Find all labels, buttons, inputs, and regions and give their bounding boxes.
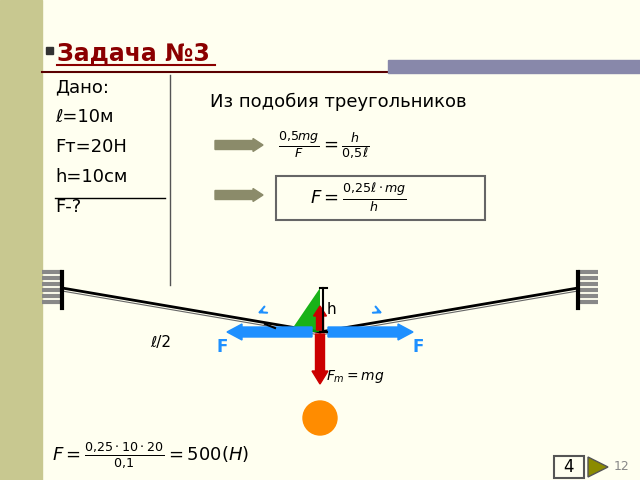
Text: 12: 12 xyxy=(614,460,630,473)
FancyArrow shape xyxy=(227,324,312,340)
FancyBboxPatch shape xyxy=(554,456,584,478)
Bar xyxy=(46,47,53,54)
FancyArrow shape xyxy=(314,306,326,330)
Bar xyxy=(0,0,42,480)
Text: F: F xyxy=(217,338,228,356)
Text: F-?: F-? xyxy=(55,198,81,216)
Text: h=10см: h=10см xyxy=(55,168,127,186)
Text: $\frac{0{,}5mg}{F} = \frac{h}{0{,}5\ell}$: $\frac{0{,}5mg}{F} = \frac{h}{0{,}5\ell}… xyxy=(278,130,369,161)
Text: Задача №3: Задача №3 xyxy=(57,41,210,65)
Text: Из подобия треугольников: Из подобия треугольников xyxy=(210,93,467,111)
FancyBboxPatch shape xyxy=(276,176,485,220)
FancyArrow shape xyxy=(215,189,263,202)
FancyArrow shape xyxy=(215,139,263,152)
Text: ℓ/2: ℓ/2 xyxy=(150,335,171,349)
Text: ℓ=10м: ℓ=10м xyxy=(55,108,113,126)
Text: F: F xyxy=(413,338,424,356)
Bar xyxy=(388,60,640,73)
Text: $F = \frac{0{,}25\ell \cdot mg}{h}$: $F = \frac{0{,}25\ell \cdot mg}{h}$ xyxy=(310,181,407,215)
FancyArrow shape xyxy=(312,334,328,384)
Text: $F = \frac{0{,}25 \cdot 10 \cdot 20}{0{,}1} = 500(H)$: $F = \frac{0{,}25 \cdot 10 \cdot 20}{0{,… xyxy=(52,440,249,470)
Text: Fт=20Н: Fт=20Н xyxy=(55,138,127,156)
FancyArrow shape xyxy=(328,324,413,340)
Text: Дано:: Дано: xyxy=(55,78,109,96)
Polygon shape xyxy=(588,457,608,477)
Polygon shape xyxy=(290,288,320,332)
Text: h: h xyxy=(327,302,337,317)
Text: $F_m = mg$: $F_m = mg$ xyxy=(326,368,385,385)
Text: 4: 4 xyxy=(564,458,574,476)
Circle shape xyxy=(303,401,337,435)
